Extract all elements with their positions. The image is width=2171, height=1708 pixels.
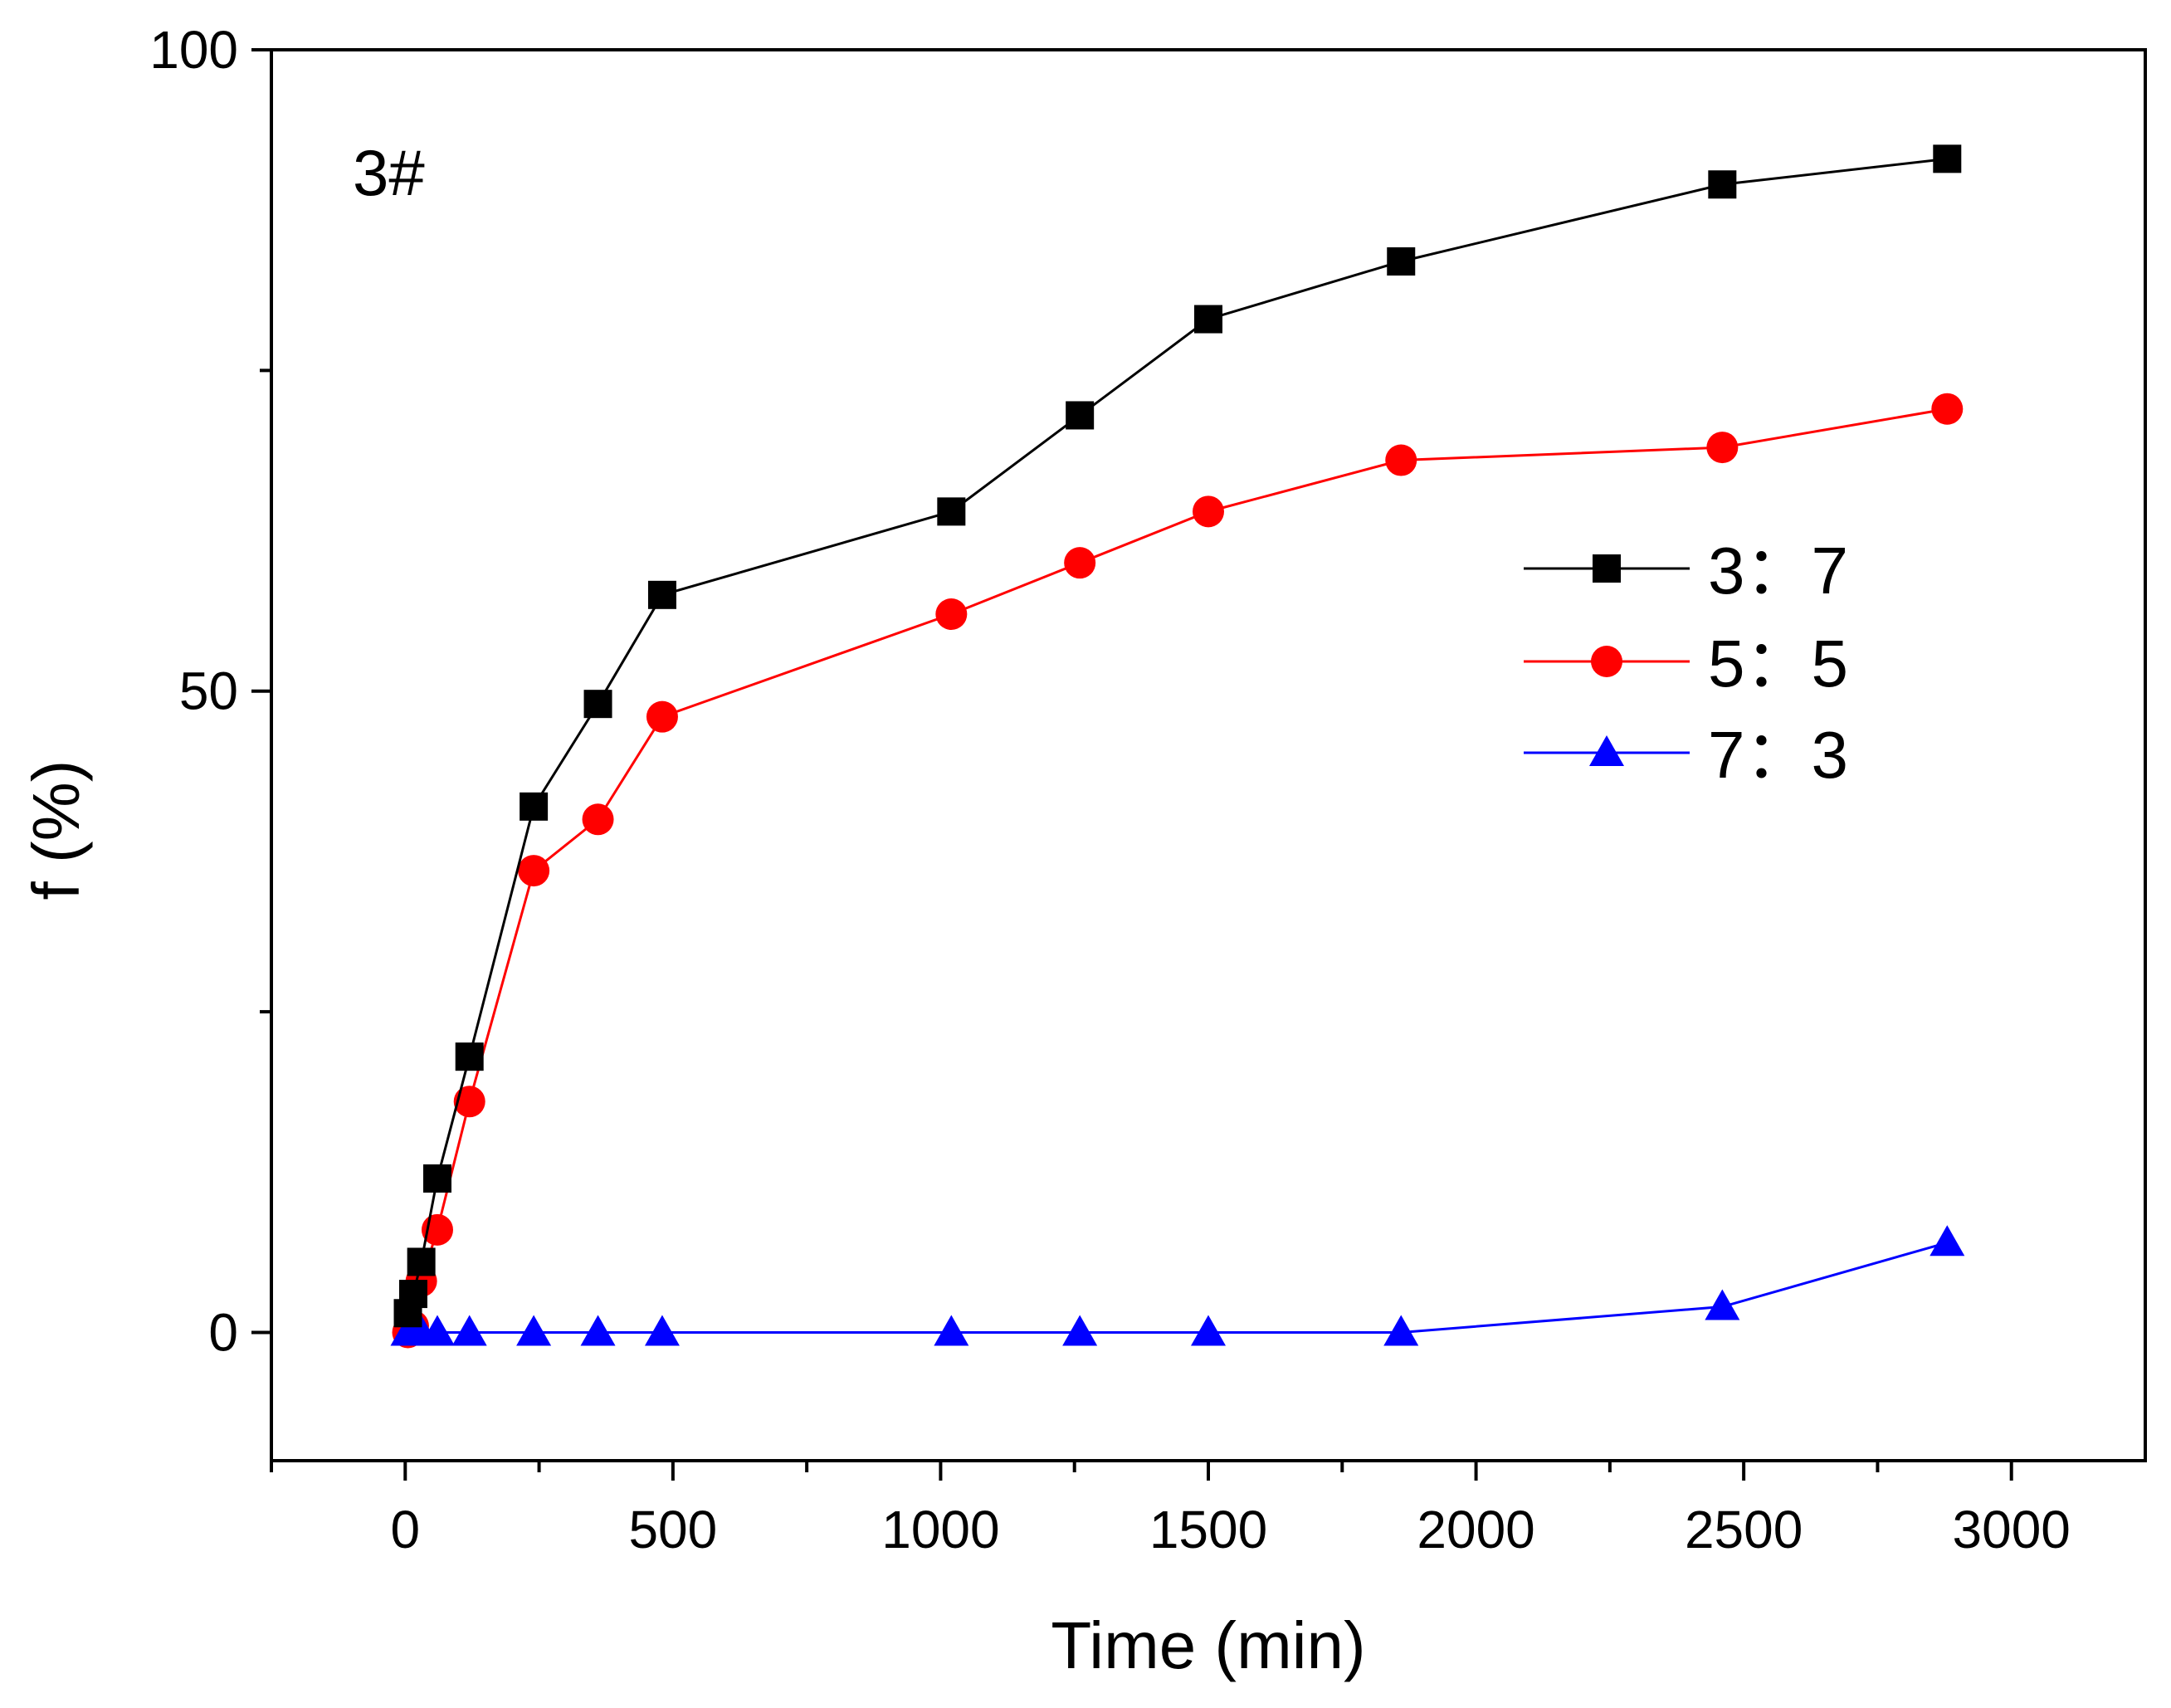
data-point [518,855,550,887]
plot-frame [270,48,2147,1462]
data-point [1387,247,1416,276]
annotation-label: 3# [353,136,425,209]
data-point [1062,1315,1098,1346]
data-point [934,1315,969,1346]
legend-marker [1591,646,1622,677]
data-point [520,792,549,821]
x-tick-label: 0 [390,1500,420,1559]
y-tick-label: 50 [179,661,238,721]
data-point [1706,432,1739,464]
data-point [451,1315,487,1346]
legend-marker [1589,735,1624,766]
data-point [1193,495,1224,528]
data-point [647,580,676,609]
data-point [1933,144,1962,173]
data-point [1705,1289,1740,1320]
data-point [1066,401,1095,430]
data-point [646,700,678,733]
y-axis: 0 50 100 [149,20,271,1362]
data-point [935,598,968,630]
legend-label: 7：3 [1708,718,1848,792]
y-tick-label: 100 [149,20,238,80]
series-layer [390,144,1965,1349]
data-point [1930,1225,1965,1257]
legend-label: 3：7 [1708,534,1848,608]
data-point [407,1247,436,1276]
data-point [580,1315,616,1346]
series-1 [393,144,1962,1328]
data-point [453,1086,485,1118]
y-tick-label: 0 [208,1302,238,1362]
data-point [1383,1315,1419,1346]
data-point [1385,444,1417,476]
x-tick-label: 2500 [1685,1500,1803,1559]
x-axis-title: Time (min) [1051,1608,1365,1682]
data-point [1708,170,1737,199]
data-point [937,497,966,526]
data-point [644,1315,680,1346]
data-point [455,1042,484,1071]
x-tick-label: 1000 [881,1500,999,1559]
data-point [516,1315,552,1346]
x-tick-label: 1500 [1149,1500,1267,1559]
x-axis: 0 500 1000 1500 2000 2500 3000 [270,1461,2071,1559]
data-point [583,690,612,719]
data-point [1194,305,1222,334]
data-point [1931,393,1964,425]
legend-marker [1593,554,1621,583]
x-tick-label: 500 [628,1500,717,1559]
legend-label: 5：5 [1708,627,1848,700]
data-point [398,1280,427,1309]
x-tick-label: 2000 [1417,1500,1534,1559]
data-point [1064,547,1096,579]
series-3 [390,1225,1965,1346]
x-tick-label: 3000 [1953,1500,2071,1559]
data-point [1191,1315,1226,1346]
data-point [419,1315,455,1346]
data-point [422,1164,451,1193]
y-axis-title: f (%) [19,760,93,900]
legend: 3：7 5：5 7：3 [1524,534,1848,792]
data-point [582,803,614,836]
